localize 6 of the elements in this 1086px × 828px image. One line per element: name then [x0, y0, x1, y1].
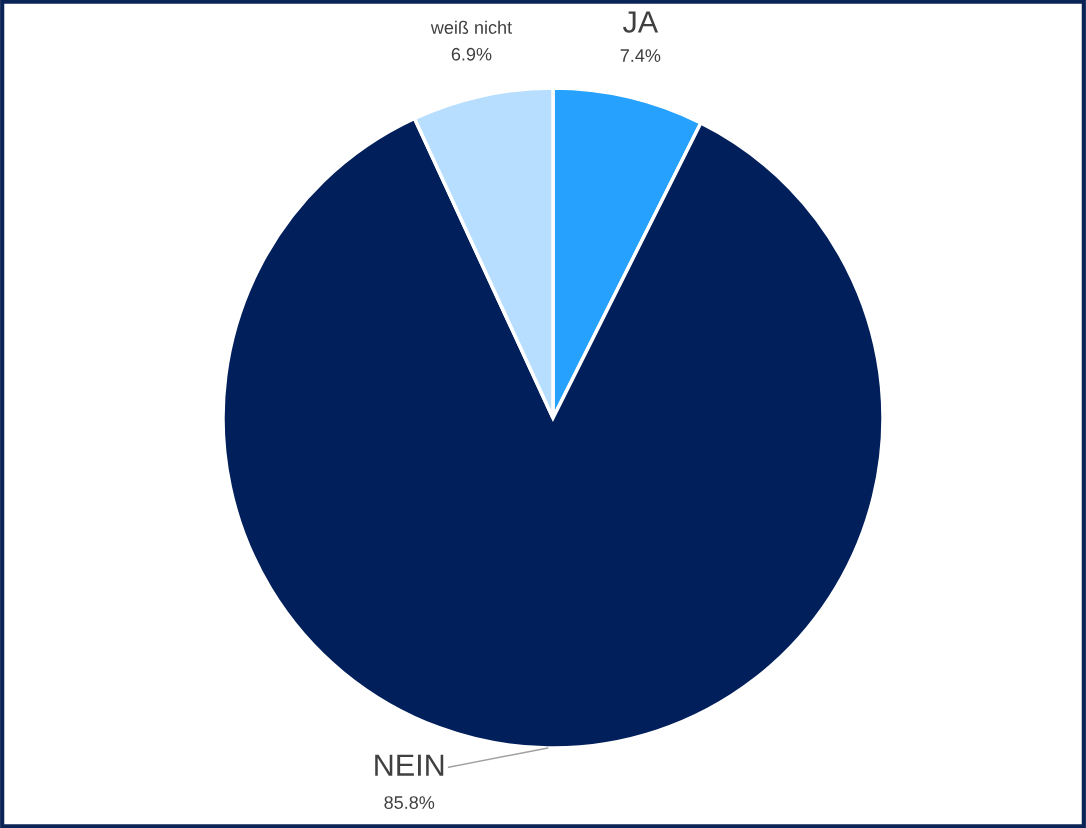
data-label: 7.4% — [620, 49, 661, 62]
data-label: 85.8% — [384, 796, 435, 809]
slice-label: JA — [622, 11, 659, 33]
slice-label: weiß nicht — [430, 20, 512, 34]
data-label: 6.9% — [451, 47, 492, 61]
slice-label: NEIN — [375, 754, 444, 776]
